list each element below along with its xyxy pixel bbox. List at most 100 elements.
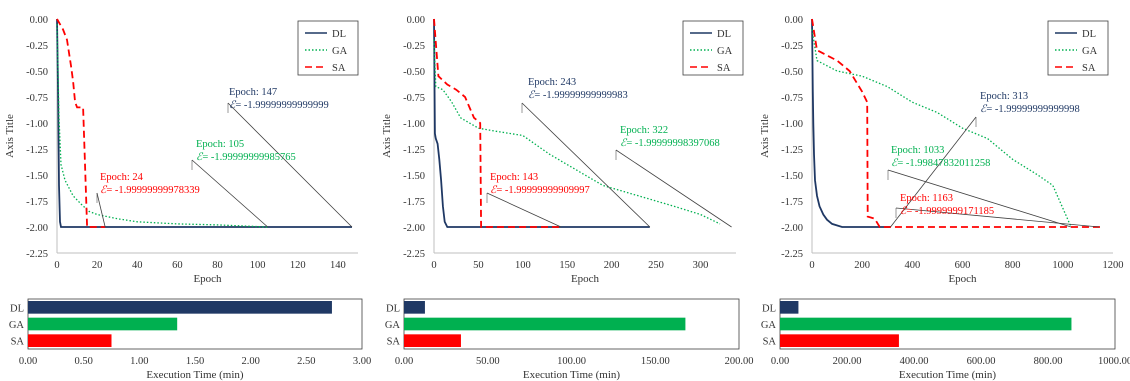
annotation-value-text: ℰ= -1.9999999171185 — [900, 206, 994, 217]
x-tick-label: 120 — [290, 260, 306, 271]
annotation-value-text: ℰ= -1.99999999999999 — [229, 100, 329, 111]
y-tick-label: -1.50 — [26, 171, 48, 182]
x-axis-title: Execution Time (min) — [146, 369, 244, 381]
bar-dl — [780, 301, 799, 314]
series-line-ga — [56, 24, 268, 228]
x-tick-label: 200.00 — [725, 356, 754, 367]
bar-sa — [28, 334, 112, 347]
x-axis-title: Epoch — [571, 273, 600, 285]
epsilon-symbol: ℰ — [891, 158, 899, 169]
epsilon-symbol: ℰ — [196, 152, 204, 163]
x-tick-label: 0.00 — [771, 356, 789, 367]
x-tick-label: 0 — [809, 260, 814, 271]
x-tick-label: 800 — [1005, 260, 1021, 271]
annotation-leader-line — [887, 169, 1072, 228]
y-tick-label: -1.00 — [781, 119, 803, 130]
annotation-value-text: ℰ= -1.99999999985765 — [196, 152, 296, 163]
x-tick-label: 0.00 — [395, 356, 413, 367]
x-tick-label: 1.00 — [130, 356, 148, 367]
x-tick-label: 600 — [955, 260, 971, 271]
bar-chart-1: DL GA SA 0.00 0.50 1.00 1.50 2.00 2.50 3.00 Execut… — [9, 298, 371, 381]
bar-ga — [780, 317, 1072, 331]
x-tick-label: 200 — [604, 260, 620, 271]
annotation-leader-line — [615, 149, 732, 228]
y-tick-label: -1.75 — [26, 197, 48, 208]
annotation-value: = -1.9999999171185 — [906, 206, 994, 217]
bar-category-label: SA — [11, 337, 25, 348]
epsilon-symbol: ℰ — [229, 100, 237, 111]
y-tick-label: -0.25 — [26, 41, 48, 52]
x-tick-label: 140 — [330, 260, 346, 271]
x-tick-label: 100.00 — [557, 356, 586, 367]
annotation-value-text: ℰ= -1.99999999999983 — [528, 90, 628, 101]
bar-dl — [404, 301, 425, 314]
annotation-epoch-text: Epoch: 1163 — [900, 193, 953, 204]
bar-sa — [780, 334, 899, 347]
y-tick-label: -0.50 — [26, 67, 48, 78]
annotation-value-text: ℰ= -1.99847832011258 — [891, 158, 990, 169]
series-line-dl — [433, 18, 650, 228]
legend-box — [1047, 20, 1109, 76]
bar-category-label: DL — [386, 303, 400, 314]
epsilon-symbol: ℰ — [100, 185, 108, 196]
annotation-epoch-text: Epoch: 243 — [528, 77, 576, 88]
annotation-epoch-text: Epoch: 1033 — [891, 145, 944, 156]
annotation-leader-line — [227, 102, 353, 228]
legend-label-sa: SA — [1082, 63, 1096, 74]
x-tick-label: 80 — [212, 260, 223, 271]
y-tick-label: -2.25 — [403, 249, 425, 260]
bar-category-label: SA — [387, 337, 401, 348]
epsilon-symbol: ℰ — [620, 138, 628, 149]
y-tick-label: -1.25 — [403, 145, 425, 156]
bar-category-label: DL — [10, 303, 24, 314]
annotation-value: = -1.99999999978339 — [106, 185, 199, 196]
bar-category-label: GA — [761, 320, 777, 331]
annotation-leader-line — [521, 102, 651, 228]
y-tick-label: -1.25 — [781, 145, 803, 156]
annotation-value: = -1.99847832011258 — [897, 158, 990, 169]
legend-label-dl: DL — [332, 29, 346, 40]
epsilon-symbol: ℰ — [980, 104, 988, 115]
legend-label-dl: DL — [1082, 29, 1096, 40]
annotation-leader-line — [96, 192, 106, 228]
x-tick-label: 50.00 — [476, 356, 500, 367]
series-line-sa — [811, 18, 1104, 228]
y-tick-label: -1.00 — [403, 119, 425, 130]
y-tick-label: -2.00 — [403, 223, 425, 234]
y-tick-label: -2.25 — [781, 249, 803, 260]
annotation-epoch-text: Epoch: 143 — [490, 172, 538, 183]
bar-sa — [404, 334, 461, 347]
legend-label-sa: SA — [332, 63, 346, 74]
y-tick-label: -2.25 — [26, 249, 48, 260]
legend: DL GA SA — [682, 20, 744, 76]
x-tick-label: 300 — [693, 260, 709, 271]
bar-category-label: DL — [762, 303, 776, 314]
y-tick-label: -1.50 — [403, 171, 425, 182]
line-chart-3: 0.00 -0.25 -0.50 -0.75 -1.00 -1.25 -1.50 -1.75 -… — [759, 15, 1124, 285]
x-tick-label: 150.00 — [641, 356, 670, 367]
y-tick-label: -0.25 — [403, 41, 425, 52]
x-tick-label: 0.50 — [74, 356, 92, 367]
x-tick-label: 800.00 — [1034, 356, 1063, 367]
x-axis-title: Execution Time (min) — [899, 369, 997, 381]
annotation-epoch-text: Epoch: 24 — [100, 172, 144, 183]
series-line-sa — [433, 18, 561, 228]
annotation-value-text: ℰ= -1.99999999999998 — [980, 104, 1080, 115]
x-tick-label: 150 — [559, 260, 575, 271]
annotation-value: = -1.99999999999999 — [235, 100, 328, 111]
legend-label-ga: GA — [332, 46, 348, 57]
x-axis-title: Execution Time (min) — [523, 369, 621, 381]
y-tick-label: 0.00 — [785, 15, 803, 26]
x-tick-label: 20 — [92, 260, 103, 271]
x-tick-label: 200 — [854, 260, 870, 271]
y-tick-label: -1.00 — [26, 119, 48, 130]
bar-chart-3: DL GA SA 0.00 200.00 400.00 600.00 800.00 1000.0… — [761, 298, 1130, 381]
y-tick-label: -0.50 — [403, 67, 425, 78]
x-tick-label: 2.50 — [297, 356, 315, 367]
legend: DL GA SA — [1047, 20, 1109, 76]
legend-label-ga: GA — [1082, 46, 1098, 57]
legend-box — [682, 20, 744, 76]
legend-label-sa: SA — [717, 63, 731, 74]
x-axis-title: Epoch — [948, 273, 977, 285]
